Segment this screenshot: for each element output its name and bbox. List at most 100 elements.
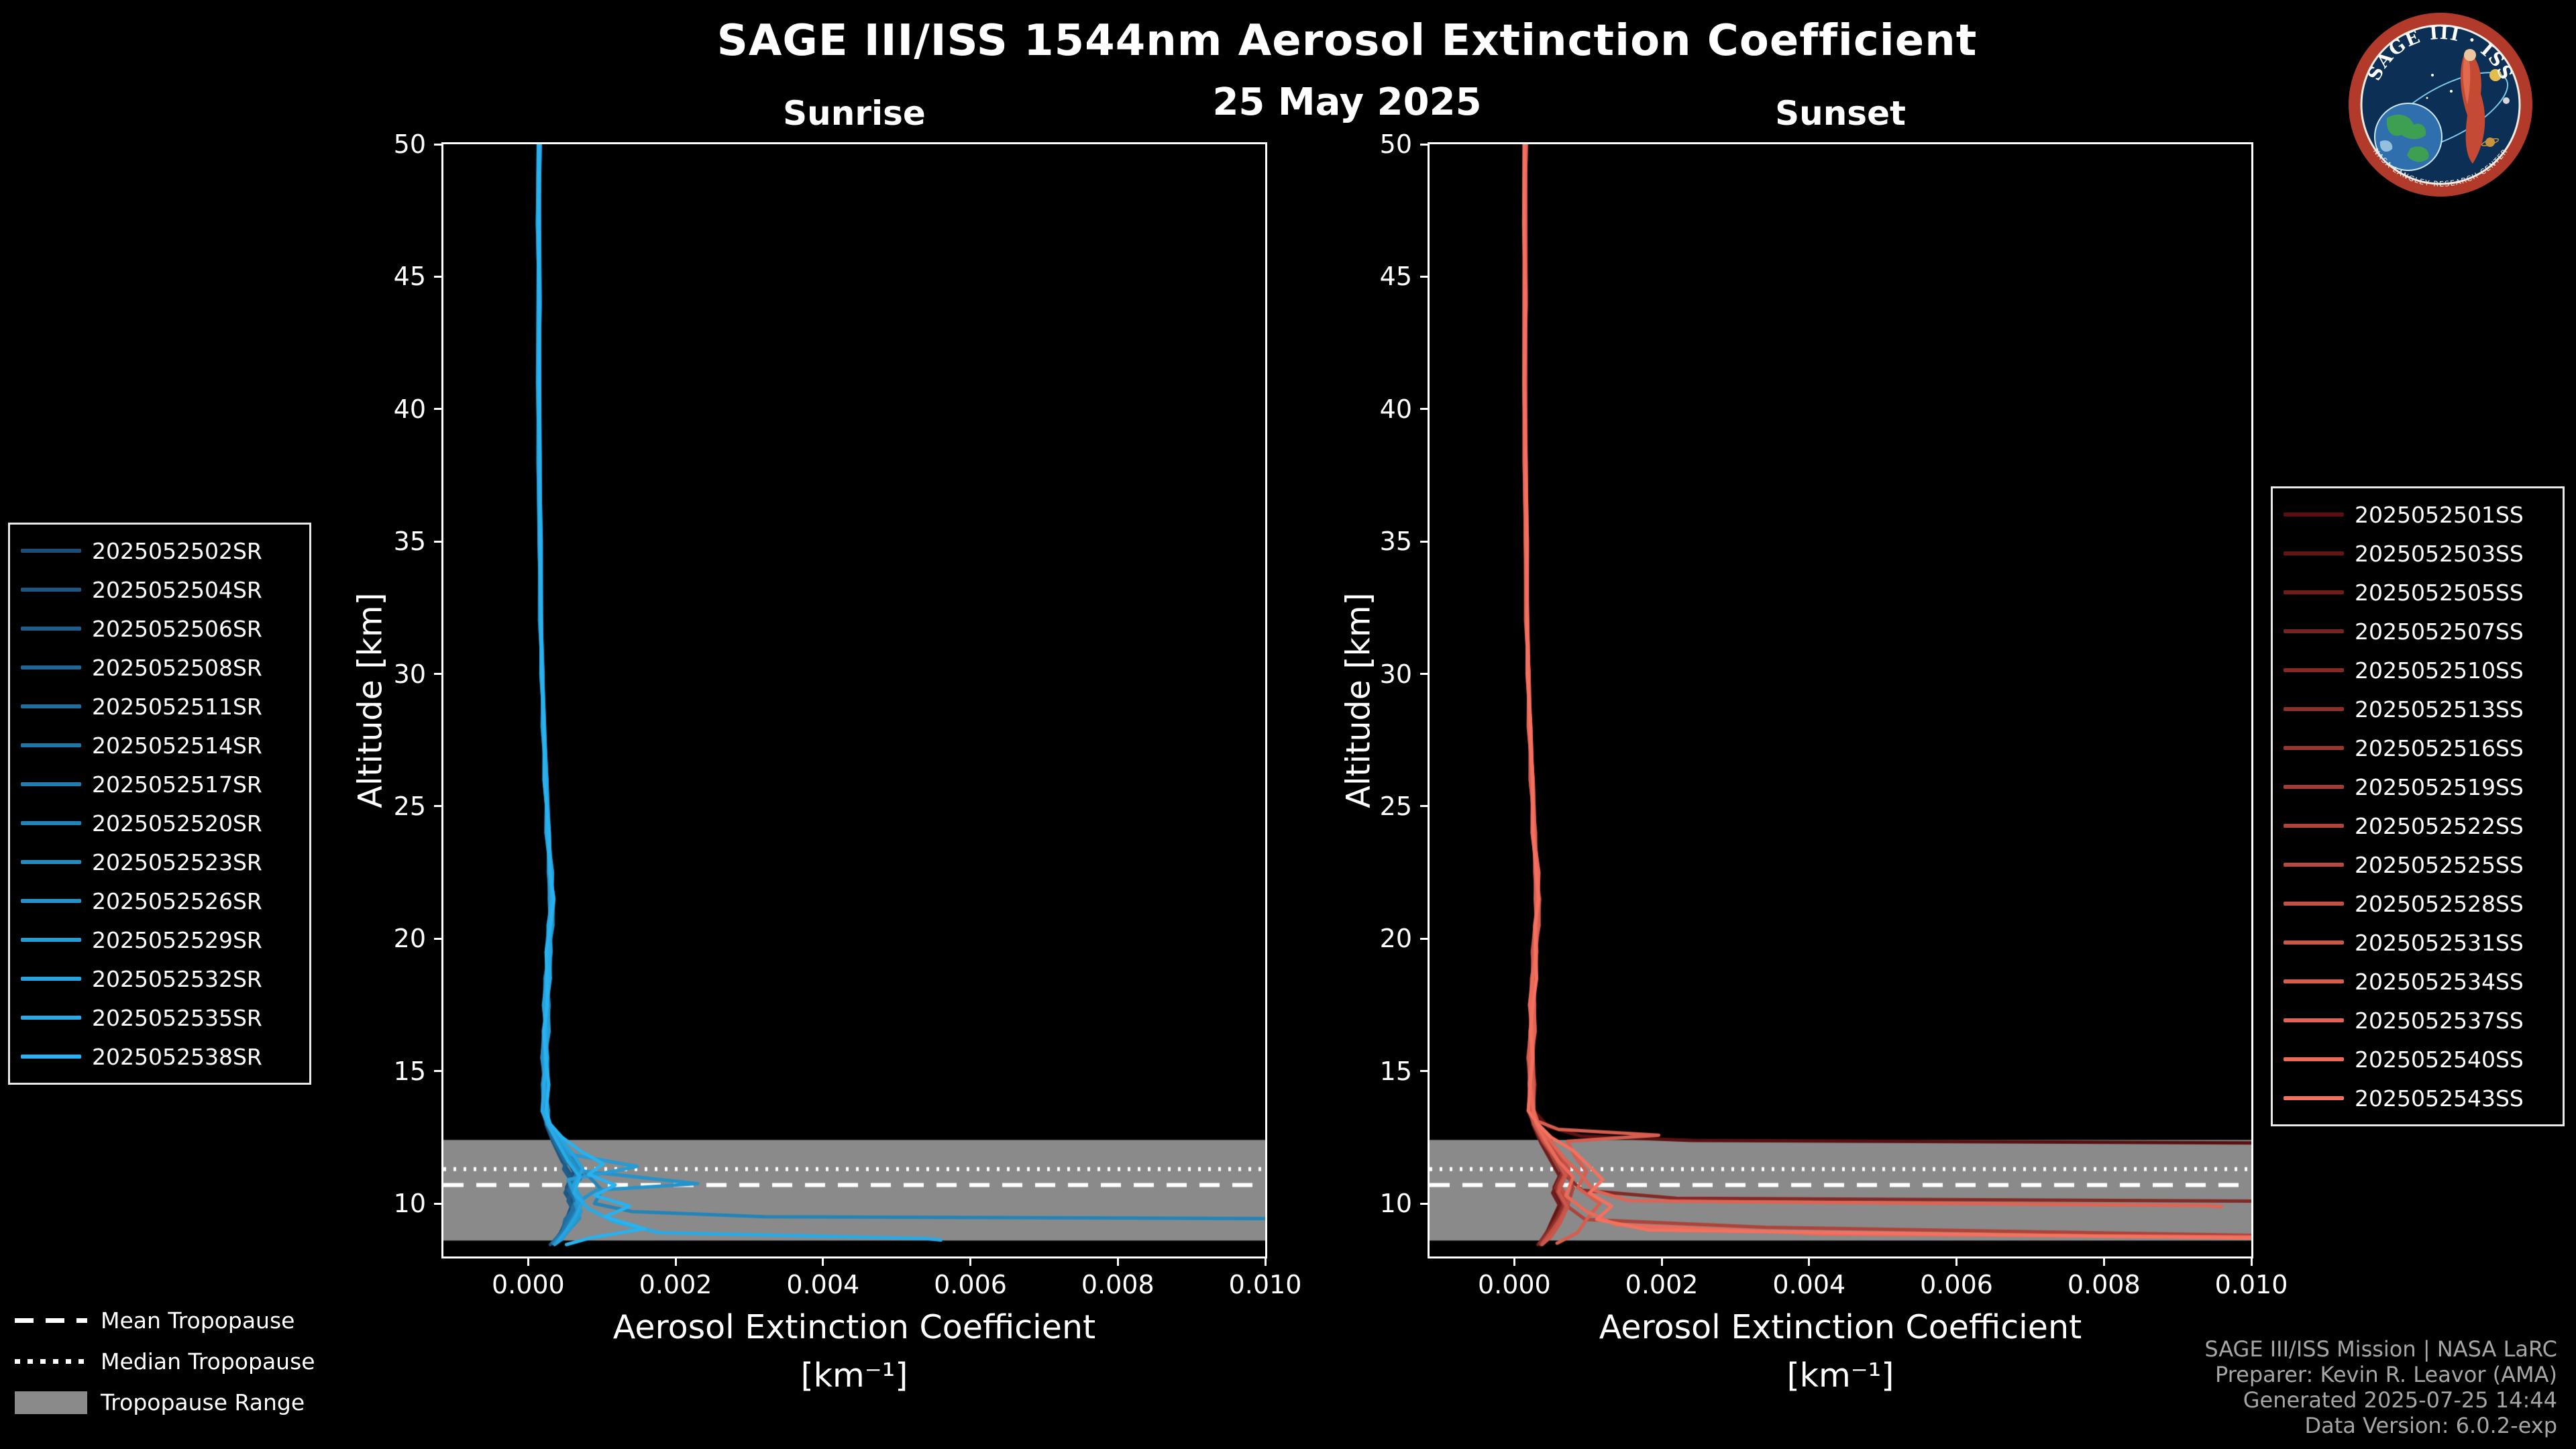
x-tick [1513,1256,1515,1266]
y-tick-label: 45 [1379,262,1412,292]
legend-item-mean-tropopause: Mean Tropopause [15,1300,315,1341]
y-tick-label: 50 [393,129,426,159]
x-tick-label: 0.002 [1625,1270,1699,1299]
y-tick [1420,275,1430,278]
legend-line-swatch [2284,941,2344,945]
x-tick [1808,1256,1811,1266]
legend-label: 2025052526SR [92,888,262,914]
legend-label: 2025052511SR [92,693,262,720]
legend-label: 2025052531SS [2355,929,2524,956]
legend-item: 2025052514SR [15,726,304,765]
legend-line-swatch [2284,1057,2344,1061]
legend-label: 2025052523SR [92,849,262,875]
legend-item: 2025052517SR [15,765,304,804]
legend-item: 2025052506SR [15,609,304,648]
legend-item: 2025052532SR [15,959,304,998]
legend-item: 2025052503SS [2278,534,2557,573]
legend-line-swatch [21,821,81,825]
legend-label: Mean Tropopause [101,1307,295,1334]
x-tick-label: 0.006 [934,1270,1007,1299]
x-tick [2250,1256,2253,1266]
x-tick [527,1256,529,1266]
x-tick-label: 0.010 [2214,1270,2288,1299]
legend-label: 2025052525SS [2355,851,2524,878]
legend-line-swatch [2284,746,2344,750]
legend-label: Median Tropopause [101,1348,315,1375]
legend-label: 2025052540SS [2355,1046,2524,1073]
legend-label: 2025052508SR [92,654,262,681]
y-tick-label: 40 [393,394,426,424]
x-axis-unit-sunset: [km⁻¹] [1786,1356,1894,1395]
saturn-icon [2485,138,2495,147]
y-tick [1420,408,1430,411]
legend-line-swatch [21,938,81,942]
legend-item: 2025052543SS [2278,1079,2557,1118]
legend-item: 2025052520SR [15,804,304,843]
legend-item: 2025052522SS [2278,806,2557,845]
y-tick-label: 40 [1379,394,1412,424]
legend-item: 2025052502SR [15,531,304,570]
legend-item: 2025052510SS [2278,651,2557,690]
panel-title-sunrise: Sunrise [783,94,926,133]
x-axis-label-sunset: Aerosol Extinction Coefficient [1599,1308,2082,1346]
date-subtitle: 25 May 2025 [1212,80,1482,124]
y-axis-label-sunset: Altitude [km] [1339,592,1378,808]
x-tick-label: 0.004 [1772,1270,1846,1299]
x-tick-label: 0.002 [639,1270,712,1299]
y-tick [434,1070,443,1073]
moon-icon [2503,97,2510,104]
y-tick [1420,1202,1430,1205]
y-tick-label: 15 [1379,1056,1412,1086]
legend-label: Tropopause Range [101,1389,305,1415]
legend-item: 2025052538SR [15,1037,304,1076]
credit-data-version: Data Version: 6.0.2-exp [2304,1413,2557,1438]
credits-block: SAGE III/ISS Mission | NASA LaRC Prepare… [2204,1336,2557,1438]
legend-line-swatch [2284,902,2344,906]
legend-sunset: 2025052501SS 2025052503SS 2025052505SS 2025… [2271,486,2565,1126]
y-tick [434,540,443,543]
y-tick [1420,805,1430,808]
legend-item: 2025052501SS [2278,495,2557,534]
legend-line-swatch [21,1016,81,1020]
legend-line-swatch [21,704,81,708]
legend-label: 2025052520SR [92,810,262,837]
x-tick-label: 0.000 [491,1270,565,1299]
x-axis-label-sunrise: Aerosol Extinction Coefficient [612,1308,1096,1346]
y-tick-label: 10 [1379,1189,1412,1219]
x-tick-label: 0.004 [786,1270,860,1299]
legend-line-swatch [2284,590,2344,594]
y-tick [434,673,443,676]
x-tick-label: 0.008 [2067,1270,2141,1299]
y-tick-label: 30 [393,659,426,689]
credit-mission: SAGE III/ISS Mission | NASA LaRC [2204,1336,2557,1362]
legend-label: 2025052504SR [92,576,262,603]
y-tick [434,275,443,278]
legend-line-swatch [21,549,81,553]
page-title: SAGE III/ISS 1544nm Aerosol Extinction C… [716,16,1978,66]
legend-label: 2025052505SS [2355,579,2524,606]
x-tick-label: 0.006 [1920,1270,1993,1299]
y-tick-label: 25 [1379,791,1412,821]
legend-line-swatch [2284,824,2344,828]
legend-label: 2025052534SS [2355,968,2524,995]
sun-icon [2489,69,2502,81]
legend-item: 2025052505SS [2278,573,2557,612]
legend-item: 2025052508SR [15,648,304,687]
legend-label: 2025052537SS [2355,1007,2524,1034]
y-tick-label: 45 [393,262,426,292]
legend-line-swatch [21,665,81,669]
sage-iss-logo: SAGE III · ISS NASA LANGLEY RESEARCH CEN… [2347,11,2534,199]
y-tick-label: 20 [393,924,426,954]
legend-label: 2025052501SS [2355,501,2524,528]
legend-line-swatch [21,860,81,864]
x-tick [969,1256,972,1266]
y-tick [434,805,443,808]
x-tick-label: 0.008 [1081,1270,1155,1299]
legend-line-swatch [2284,707,2344,711]
legend-line-swatch [2284,785,2344,789]
legend-label: 2025052513SS [2355,696,2524,722]
dotted-line-swatch [15,1359,87,1364]
y-tick-label: 30 [1379,659,1412,689]
y-tick [434,408,443,411]
legend-line-swatch [21,743,81,747]
